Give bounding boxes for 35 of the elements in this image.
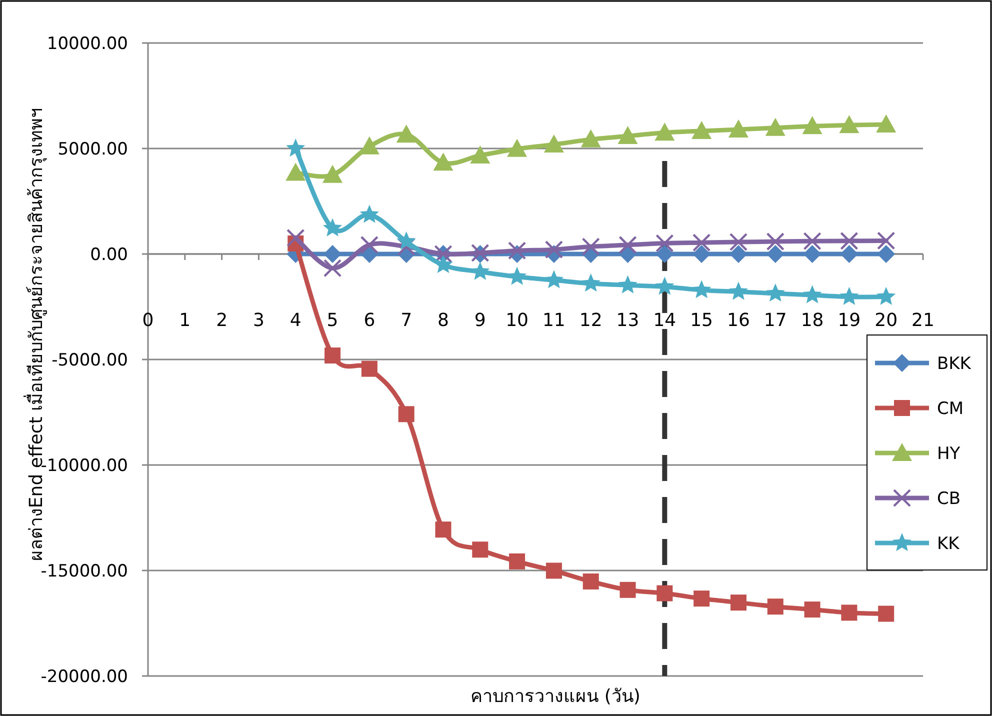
x-tick-label: 4	[290, 310, 302, 331]
x-tick-label: 8	[438, 310, 449, 331]
legend-label: BKK	[937, 354, 972, 374]
x-tick-label: 12	[579, 310, 602, 331]
x-tick-label: 6	[364, 310, 376, 331]
legend-label: CM	[937, 399, 964, 419]
y-tick-label: 5000.00	[58, 140, 128, 160]
x-tick-label: 9	[474, 310, 486, 331]
x-tick-label: 11	[542, 310, 566, 331]
x-tick-label: 2	[216, 310, 228, 331]
legend-label: KK	[937, 534, 960, 554]
y-tick-label: -5000.00	[52, 350, 128, 370]
legend-label: CB	[937, 489, 961, 509]
x-axis-title: คาบการวางแผน (วัน)	[470, 686, 640, 707]
x-tick-label: 16	[727, 310, 750, 331]
legend-label: HY	[937, 444, 961, 464]
y-tick-label: -15000.00	[40, 562, 128, 582]
y-tick-label: 10000.00	[46, 34, 128, 54]
x-tick-label: 20	[874, 310, 898, 331]
y-tick-label: -20000.00	[40, 667, 128, 687]
x-tick-label: 10	[506, 310, 528, 331]
x-tick-label: 19	[838, 310, 861, 331]
x-tick-label: 1	[179, 310, 191, 331]
y-tick-label: -10000.00	[40, 456, 128, 476]
y-tick-label: 0.00	[90, 245, 128, 265]
x-tick-label: 13	[616, 310, 640, 331]
x-tick-label: 17	[764, 310, 787, 331]
x-tick-label: 14	[653, 310, 676, 331]
x-tick-label: 0	[142, 310, 154, 331]
x-tick-label: 7	[400, 310, 412, 331]
x-tick-label: 18	[800, 310, 824, 331]
x-tick-label: 15	[690, 310, 714, 331]
x-tick-label: 5	[326, 310, 338, 331]
x-tick-label: 3	[252, 310, 264, 331]
x-tick-label: 21	[912, 310, 934, 331]
